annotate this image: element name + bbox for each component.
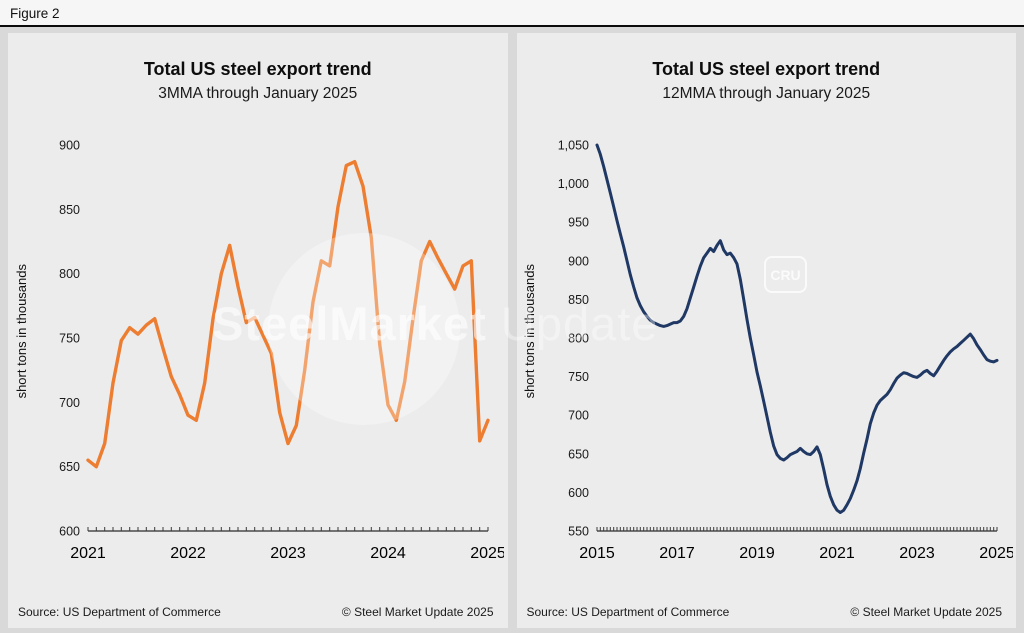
svg-text:2015: 2015 xyxy=(579,545,615,562)
svg-text:900: 900 xyxy=(568,254,589,268)
y-axis-label: short tons in thousands xyxy=(522,263,537,399)
chart-area-3mma: short tons in thousands 600 650 700 750 800 8… xyxy=(8,103,508,599)
chart-panel-12mma: Total US steel export trend 12MMA throug… xyxy=(516,33,1017,628)
svg-text:950: 950 xyxy=(568,216,589,230)
svg-text:900: 900 xyxy=(59,139,80,153)
copyright-text: © Steel Market Update 2025 xyxy=(341,605,494,619)
line-chart-3mma: 600 650 700 750 800 850 900 2021 2022 2023 2024 202… xyxy=(59,139,504,563)
copyright-text: © Steel Market Update 2025 xyxy=(850,605,1002,619)
svg-text:750: 750 xyxy=(59,332,80,346)
y-axis-label-wrap: short tons in thousands xyxy=(521,113,539,549)
y-axis-label: short tons in thousands xyxy=(13,263,29,399)
chart-panel-3mma: Total US steel export trend 3MMA through… xyxy=(8,33,508,628)
chart-area-12mma: short tons in thousands 550 600 650 700 750 8… xyxy=(517,103,1017,599)
svg-text:850: 850 xyxy=(59,203,80,217)
source-row-12mma: Source: US Department of Commerce © Stee… xyxy=(517,599,1017,628)
chart-subtitle-12mma: 12MMA through January 2025 xyxy=(662,85,871,102)
svg-text:2024: 2024 xyxy=(370,545,406,562)
svg-text:700: 700 xyxy=(59,396,80,410)
svg-text:2022: 2022 xyxy=(170,545,206,562)
svg-text:2019: 2019 xyxy=(739,545,775,562)
svg-text:650: 650 xyxy=(59,460,80,474)
figure-header: Figure 2 xyxy=(0,0,1024,27)
source-text: Source: US Department of Commerce xyxy=(526,605,730,619)
svg-text:1,000: 1,000 xyxy=(557,177,588,191)
svg-text:650: 650 xyxy=(568,447,589,461)
svg-text:2025: 2025 xyxy=(470,545,504,562)
svg-text:600: 600 xyxy=(59,525,80,539)
source-text: Source: US Department of Commerce xyxy=(18,605,221,619)
svg-text:800: 800 xyxy=(59,267,80,281)
svg-text:750: 750 xyxy=(568,370,589,384)
svg-text:2023: 2023 xyxy=(270,545,306,562)
svg-text:700: 700 xyxy=(568,409,589,423)
svg-text:550: 550 xyxy=(568,525,589,539)
chart-title-12mma: Total US steel export trend xyxy=(652,59,881,79)
panels-row: Total US steel export trend 3MMA through… xyxy=(0,27,1024,631)
figure-label: Figure 2 xyxy=(10,6,60,21)
source-row-3mma: Source: US Department of Commerce © Stee… xyxy=(8,599,508,628)
chart-title-3mma: Total US steel export trend xyxy=(143,59,372,79)
svg-text:2023: 2023 xyxy=(899,545,935,562)
svg-text:800: 800 xyxy=(568,332,589,346)
y-axis-label-wrap: short tons in thousands xyxy=(12,113,30,549)
chart-subtitle-3mma: 3MMA through January 2025 xyxy=(158,85,358,102)
line-chart-12mma: 550 600 650 700 750 800 850 900 950 1,000 1,050 201… xyxy=(557,139,1013,563)
svg-text:850: 850 xyxy=(568,293,589,307)
svg-text:2017: 2017 xyxy=(659,545,695,562)
svg-text:2021: 2021 xyxy=(70,545,106,562)
svg-text:600: 600 xyxy=(568,486,589,500)
svg-text:2021: 2021 xyxy=(819,545,855,562)
svg-text:1,050: 1,050 xyxy=(557,139,588,153)
svg-text:2025: 2025 xyxy=(979,545,1013,562)
